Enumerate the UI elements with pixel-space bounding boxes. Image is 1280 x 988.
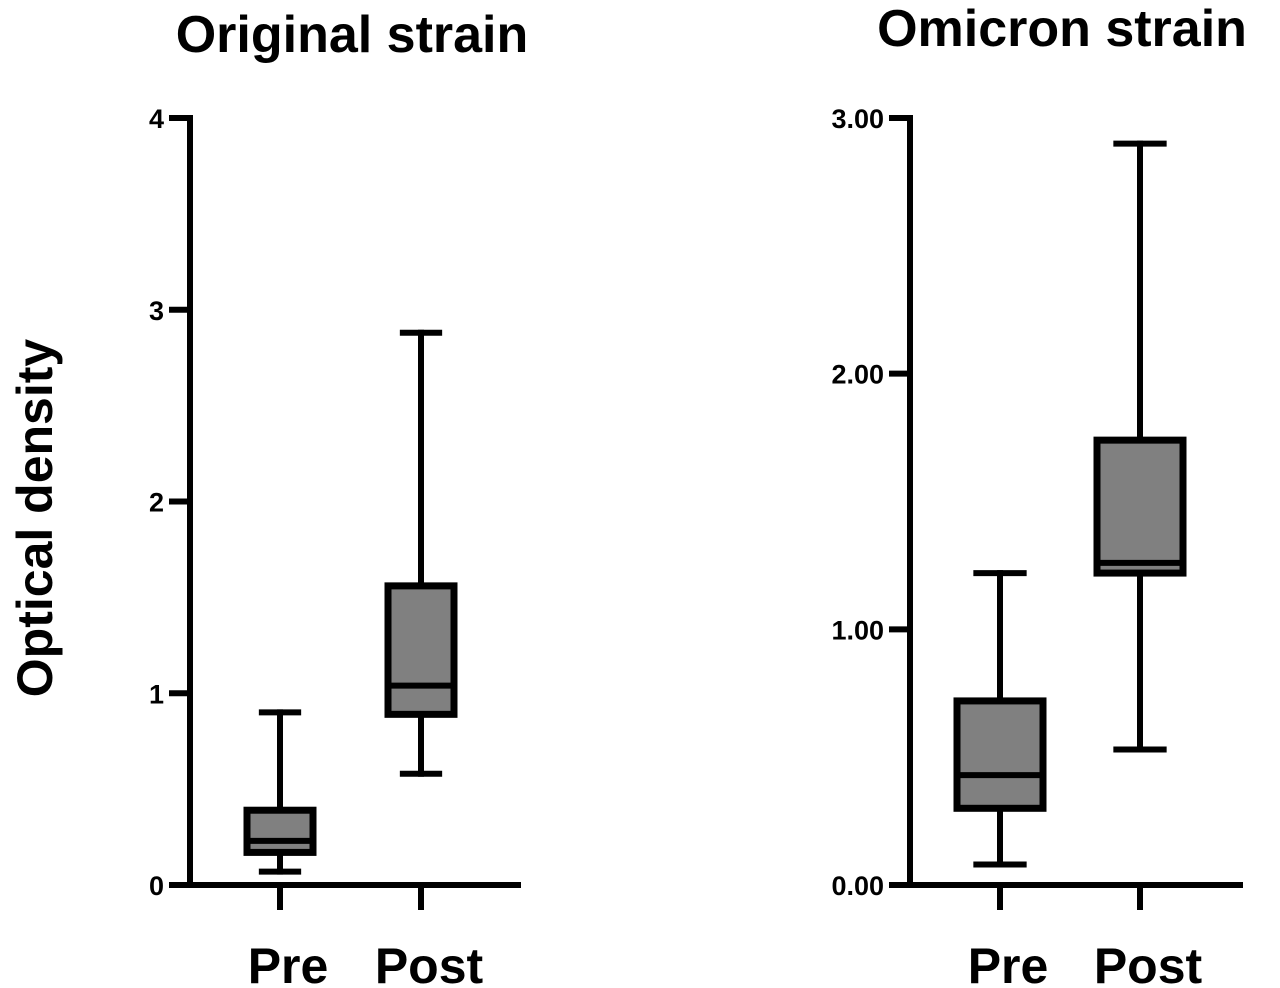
y-tick-label: 3 [149, 296, 164, 326]
x-tick-label: Post [1094, 938, 1203, 988]
box-plot-pre [953, 570, 1047, 868]
y-tick-label: 3.00 [831, 104, 884, 134]
plot-area: 0 1 2 3 4 Pre Post [149, 104, 521, 988]
iqr-box [953, 697, 1047, 812]
y-tick-label: 1 [149, 679, 164, 709]
panel-original-strain: Original strain 0 1 2 3 4 Pre Post [149, 6, 528, 988]
y-tick-label: 0.00 [831, 871, 884, 901]
y-tick-label: 2.00 [831, 360, 884, 390]
y-tick-label: 1.00 [831, 615, 884, 645]
x-tick-label: Pre [968, 938, 1049, 988]
box-plot-post [1093, 140, 1187, 753]
iqr-box [1093, 436, 1187, 577]
panel-title: Omicron strain [877, 0, 1247, 58]
y-tick-label: 4 [149, 104, 164, 134]
box-plot-post [384, 329, 458, 777]
panel-omicron-strain: Omicron strain 0.00 1.00 2.00 3.00 Pre Post [831, 0, 1247, 988]
y-axis-label: Optical density [7, 339, 63, 698]
iqr-box [243, 806, 317, 856]
y-tick-label: 0 [149, 871, 164, 901]
plot-area: 0.00 1.00 2.00 3.00 Pre Post [831, 104, 1243, 988]
box-plot-pre [243, 709, 317, 875]
x-tick-label: Post [375, 938, 484, 988]
iqr-box [384, 582, 458, 718]
panel-title: Original strain [176, 6, 529, 64]
x-tick-label: Pre [248, 938, 329, 988]
y-tick-label: 2 [149, 488, 164, 518]
